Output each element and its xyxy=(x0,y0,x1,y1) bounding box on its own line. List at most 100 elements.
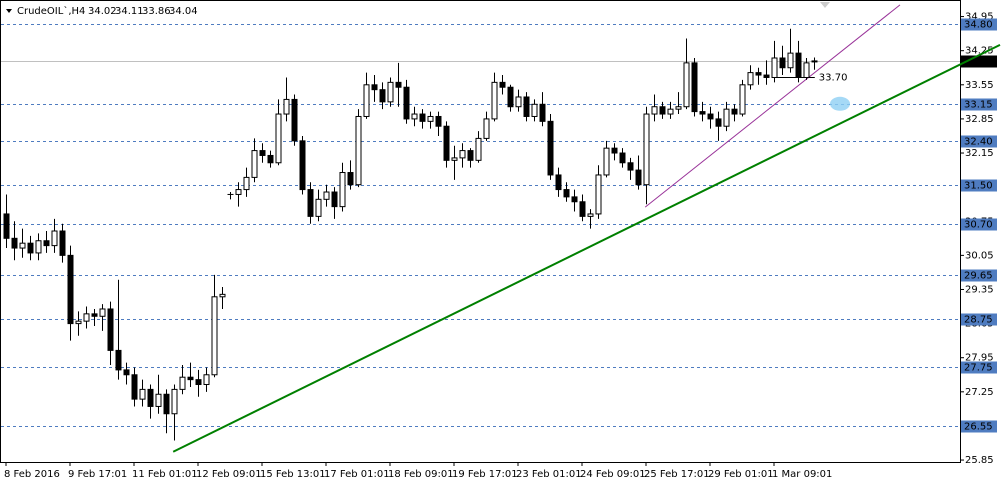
candle-body xyxy=(675,106,682,110)
candle-body xyxy=(579,201,586,217)
x-tick-label: 17 Feb 01:01 xyxy=(324,469,390,480)
candle-body xyxy=(795,52,802,78)
candle-body xyxy=(115,349,122,371)
level-label-box xyxy=(961,313,997,326)
candle-body xyxy=(499,81,506,88)
y-tick-label: 32.85 xyxy=(965,114,994,125)
candle-body xyxy=(315,198,322,217)
candle-body xyxy=(691,62,698,113)
candle-body xyxy=(267,154,274,164)
candle-body xyxy=(59,230,66,256)
x-tick-label: 29 Feb 01:01 xyxy=(708,469,774,480)
candle-body xyxy=(483,118,490,139)
shift-marker xyxy=(820,2,830,8)
level-label-box xyxy=(961,98,997,111)
candle-body xyxy=(635,169,642,186)
candle-body xyxy=(371,84,378,91)
candle-body xyxy=(155,393,162,407)
level-label-box xyxy=(961,135,997,148)
candle-body xyxy=(555,174,562,191)
x-tick-label: 11 Feb 01:01 xyxy=(132,469,198,480)
candle-body xyxy=(27,242,34,254)
level-label: 30.70 xyxy=(964,220,993,231)
candle-body xyxy=(291,98,298,142)
trend-line xyxy=(172,43,1001,453)
candle-body xyxy=(403,86,410,120)
candle-body xyxy=(51,230,58,247)
candle-body xyxy=(595,174,602,215)
annotation-label: 33.70 xyxy=(819,72,848,83)
candle-body xyxy=(275,113,282,164)
candle-body xyxy=(323,191,330,200)
y-tick-label: 30.05 xyxy=(965,250,994,261)
candle-body xyxy=(75,320,82,325)
candle-body xyxy=(35,240,42,254)
candle-body xyxy=(235,189,242,195)
x-tick-label: 18 Feb 09:01 xyxy=(388,469,454,480)
candle-body xyxy=(531,103,538,117)
candle-body xyxy=(347,172,354,186)
level-label: 28.75 xyxy=(964,315,993,326)
candle-body xyxy=(627,162,634,171)
candle-body xyxy=(211,296,218,376)
x-tick-label: 9 Feb 17:01 xyxy=(68,469,127,480)
candle-body xyxy=(787,52,794,69)
candle-body xyxy=(187,376,194,381)
candle-body xyxy=(411,113,418,120)
candle-body xyxy=(163,393,170,415)
trend-line xyxy=(644,4,901,208)
candle-body xyxy=(451,157,458,161)
candle-body xyxy=(779,57,786,69)
candle-body xyxy=(699,111,706,115)
candle-body xyxy=(339,172,346,208)
candle-body xyxy=(611,147,618,154)
chart-title: CrudeOIL`,H4 xyxy=(17,5,85,17)
candle-body xyxy=(99,308,106,317)
candle-body xyxy=(547,120,554,176)
candle-body xyxy=(259,150,266,156)
level-label-box xyxy=(961,179,997,192)
candle-body xyxy=(363,84,370,117)
candle-body xyxy=(475,137,482,161)
candle-body xyxy=(723,108,730,127)
candle-body xyxy=(91,313,98,317)
candle-body xyxy=(243,176,250,191)
candle-body xyxy=(283,98,290,115)
y-tick-label: 29.35 xyxy=(965,284,994,295)
x-tick-label: 15 Feb 13:01 xyxy=(260,469,326,480)
x-tick-label: 12 Feb 09:01 xyxy=(196,469,262,480)
candle-body xyxy=(515,96,522,108)
highlight xyxy=(830,96,850,111)
x-tick-label: 23 Feb 01:01 xyxy=(516,469,582,480)
candle-body xyxy=(587,213,594,217)
candle-body xyxy=(395,81,402,88)
level-label-box xyxy=(961,18,997,31)
candle-body xyxy=(755,72,762,76)
candle-body xyxy=(715,118,722,127)
candle-body xyxy=(731,108,738,115)
level-label-box xyxy=(961,361,997,374)
candle-body xyxy=(179,376,186,390)
candle-body xyxy=(683,62,690,108)
candle-body xyxy=(195,379,202,386)
candle-body xyxy=(219,293,226,298)
candle-body xyxy=(427,115,434,122)
x-tick-label: 19 Feb 17:01 xyxy=(452,469,518,480)
level-label: 27.75 xyxy=(964,363,993,374)
candle-body xyxy=(651,106,658,115)
y-tick-label: 32.15 xyxy=(965,148,994,159)
candle-body xyxy=(571,196,578,203)
candle-body xyxy=(83,313,90,322)
level-label: 32.40 xyxy=(964,137,993,148)
candle-body xyxy=(11,237,18,249)
candle-body xyxy=(643,113,650,186)
candle-body xyxy=(459,150,466,159)
candle-body xyxy=(43,240,50,247)
candle-body xyxy=(251,150,258,178)
x-tick-label: 1 Mar 09:01 xyxy=(772,469,832,480)
candle-body xyxy=(387,81,394,103)
y-tick-label: 34.95 xyxy=(965,12,994,23)
candle-body xyxy=(331,191,338,208)
x-tick-label: 24 Feb 09:01 xyxy=(580,469,646,480)
level-label-box xyxy=(961,269,997,282)
